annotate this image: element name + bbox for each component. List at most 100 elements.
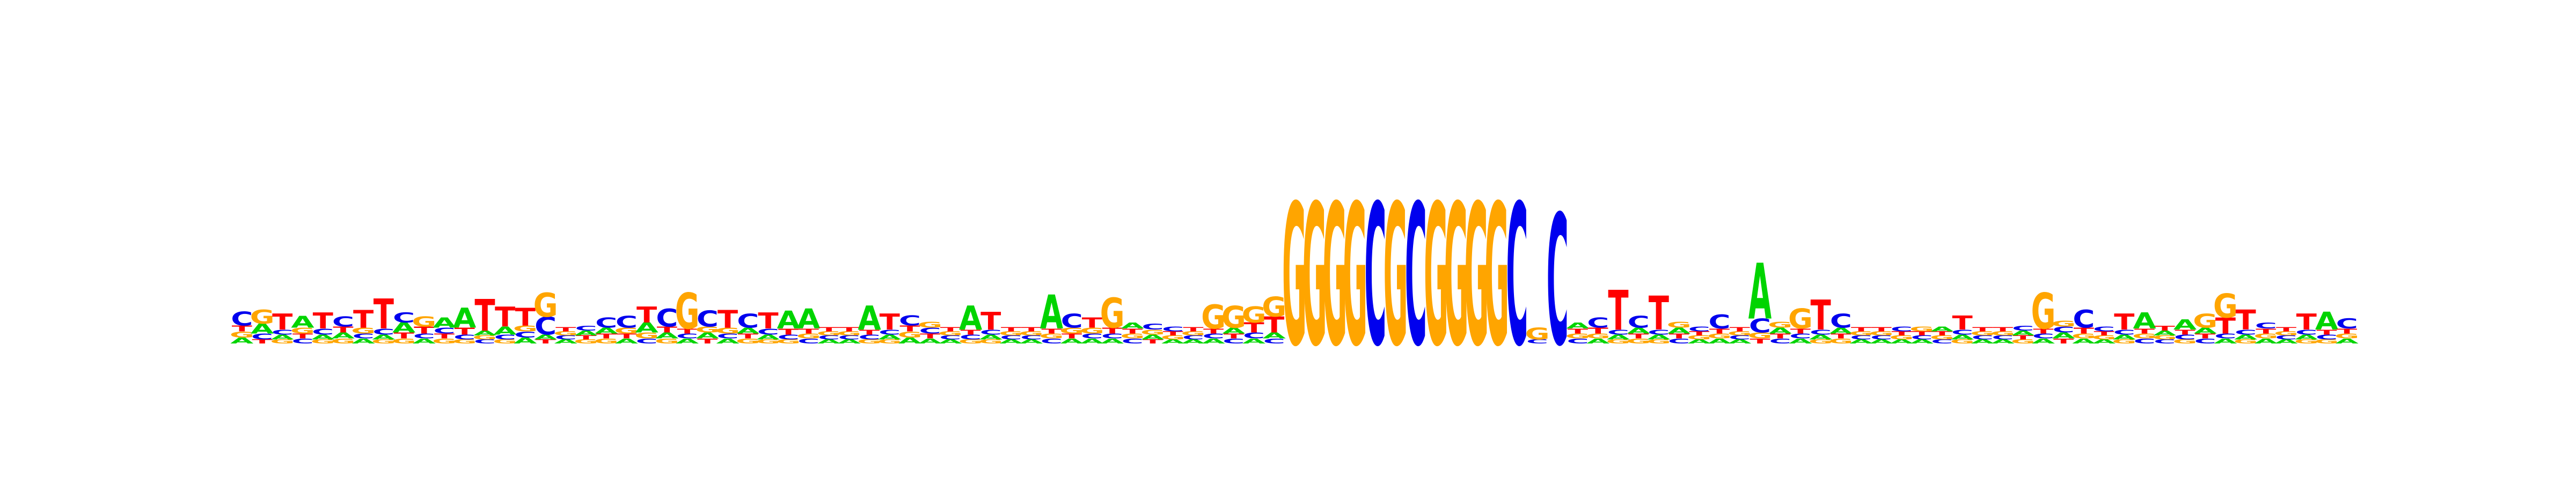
logo-letter-a: A bbox=[655, 331, 679, 341]
logo-letter-t: T bbox=[434, 332, 455, 340]
logo-letter-t: T bbox=[1628, 332, 1649, 340]
logo-letter-t: T bbox=[1891, 331, 1912, 337]
logo-letter-g: G bbox=[614, 326, 639, 335]
logo-letter-a: A bbox=[453, 302, 477, 334]
logo-letter-c: C bbox=[757, 327, 779, 336]
logo-letter-a: A bbox=[2214, 337, 2237, 345]
logo-letter-g: G bbox=[1059, 326, 1084, 335]
logo-letter-t: T bbox=[859, 328, 880, 336]
logo-letter-g: G bbox=[1343, 164, 1367, 390]
logo-letter-c: C bbox=[1203, 332, 1225, 340]
logo-letter-g: G bbox=[1930, 334, 1955, 341]
logo-letter-c: C bbox=[372, 327, 394, 336]
logo-letter-g: G bbox=[1019, 331, 1044, 337]
logo-letter-g: G bbox=[1950, 339, 1975, 345]
logo-letter-a: A bbox=[1951, 333, 1974, 341]
logo-letter-g: G bbox=[1990, 331, 2015, 337]
logo-letter-g: G bbox=[1201, 298, 1226, 336]
logo-letter-g: G bbox=[331, 337, 355, 345]
logo-letter-t: T bbox=[596, 332, 617, 340]
logo-letter-a: A bbox=[2113, 333, 2136, 341]
logo-letter-g: G bbox=[412, 314, 436, 330]
logo-letter-a: A bbox=[2153, 329, 2177, 337]
logo-letter-t: T bbox=[2033, 327, 2054, 335]
logo-letter-c: C bbox=[1810, 328, 1832, 336]
logo-letter-g: G bbox=[2274, 331, 2299, 337]
logo-letter-c: C bbox=[1972, 334, 1994, 341]
logo-letter-a: A bbox=[817, 339, 840, 345]
logo-letter-t: T bbox=[535, 339, 556, 345]
logo-letter-g: G bbox=[2172, 339, 2197, 345]
logo-letter-c: C bbox=[2194, 337, 2216, 345]
logo-letter-t: T bbox=[1952, 312, 1972, 334]
logo-letter-a: A bbox=[1080, 337, 1104, 345]
logo-letter-g: G bbox=[1687, 334, 1711, 341]
logo-letter-a: A bbox=[1263, 331, 1286, 341]
logo-column: G bbox=[1343, 164, 1367, 390]
logo-letter-c: C bbox=[312, 327, 334, 336]
logo-letter-t: T bbox=[2296, 310, 2317, 335]
logo-letter-t: T bbox=[1668, 332, 1689, 340]
logo-letter-t: T bbox=[940, 327, 961, 333]
logo-letter-g: G bbox=[999, 331, 1023, 337]
logo-letter-c: C bbox=[332, 314, 354, 330]
logo-letter-c: C bbox=[1648, 328, 1670, 336]
logo-letter-c: C bbox=[393, 310, 415, 326]
logo-letter-a: A bbox=[838, 339, 861, 345]
logo-letter-t: T bbox=[718, 305, 738, 334]
logo-letter-c: C bbox=[1628, 312, 1650, 332]
logo-letter-g: G bbox=[392, 337, 416, 345]
logo-letter-a: A bbox=[716, 337, 740, 345]
logo-letter-t: T bbox=[2114, 310, 2135, 335]
logo-letter-g: G bbox=[1464, 164, 1489, 390]
logo-letter-a: A bbox=[1849, 339, 1872, 345]
logo-letter-g: G bbox=[1606, 339, 1630, 345]
logo-letter-c: C bbox=[1567, 337, 1589, 345]
logo-letter-a: A bbox=[2335, 337, 2359, 345]
logo-letter-g: G bbox=[472, 334, 497, 341]
logo-letter-t: T bbox=[1770, 332, 1791, 340]
logo-letter-c: C bbox=[2255, 321, 2277, 331]
logo-letter-g: G bbox=[2234, 339, 2258, 345]
logo-letter-c: C bbox=[716, 332, 738, 340]
logo-letter-c: C bbox=[636, 337, 658, 345]
logo-column: G bbox=[1384, 164, 1408, 390]
logo-letter-c: C bbox=[980, 328, 1002, 336]
logo-letter-c: C bbox=[2133, 337, 2155, 345]
logo-letter-g: G bbox=[574, 339, 598, 345]
logo-letter-t: T bbox=[2134, 327, 2155, 335]
logo-letter-g: G bbox=[1181, 331, 1205, 337]
logo-letter-t: T bbox=[1750, 337, 1770, 345]
logo-letter-a: A bbox=[473, 329, 497, 337]
logo-letter-g: G bbox=[897, 330, 922, 340]
logo-letter-a: A bbox=[1870, 339, 1893, 345]
logo-letter-c: C bbox=[1607, 328, 1629, 336]
logo-letter-t: T bbox=[1790, 327, 1811, 335]
logo-letter-c: C bbox=[1911, 334, 1933, 341]
logo-letter-a: A bbox=[918, 337, 942, 345]
logo-letter-g: G bbox=[877, 339, 902, 345]
logo-letter-a: A bbox=[574, 329, 598, 337]
logo-letter-t: T bbox=[455, 326, 475, 337]
logo-letter-g: G bbox=[938, 331, 963, 337]
logo-letter-t: T bbox=[1588, 326, 1608, 335]
